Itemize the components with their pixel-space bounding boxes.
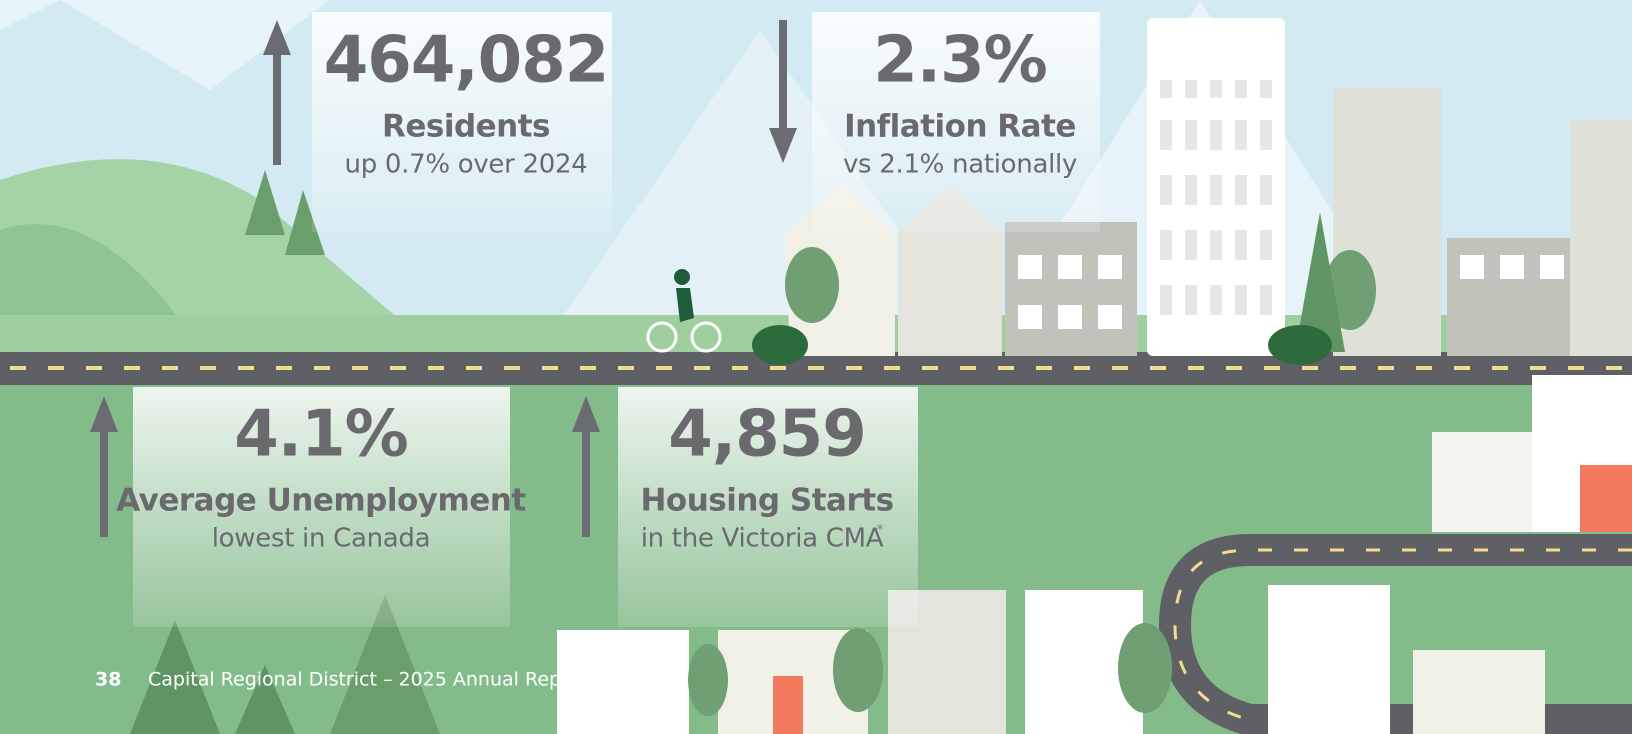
stat-box bbox=[812, 12, 1100, 232]
bush bbox=[752, 325, 808, 365]
road bbox=[1158, 534, 1632, 734]
report-title: Capital Regional District – 2025 Annual … bbox=[148, 669, 588, 691]
stat-value: 464,082 bbox=[324, 24, 609, 98]
windows bbox=[1160, 80, 1272, 315]
tree bbox=[285, 190, 325, 255]
bicycle bbox=[646, 321, 722, 353]
stat-value: 4,859 bbox=[668, 398, 865, 472]
stat-detail: up 0.7% over 2024 bbox=[345, 150, 588, 180]
stat-label: Housing Starts bbox=[640, 483, 893, 519]
building bbox=[1432, 432, 1542, 532]
stat-detail: lowest in Canada bbox=[212, 524, 431, 554]
tree bbox=[235, 665, 295, 734]
building bbox=[1570, 120, 1632, 356]
trend-arrow bbox=[769, 20, 797, 163]
footnote-mark: * bbox=[876, 521, 884, 539]
house bbox=[557, 630, 689, 734]
door bbox=[773, 676, 803, 734]
trend-arrow bbox=[572, 396, 600, 537]
trend-arrow bbox=[90, 396, 118, 537]
mountain bbox=[0, 0, 330, 90]
stat-label: Average Unemployment bbox=[116, 483, 526, 519]
tree bbox=[1118, 623, 1172, 713]
stat-label: Residents bbox=[382, 109, 550, 145]
cyclist bbox=[676, 288, 694, 322]
stat-box bbox=[133, 387, 510, 627]
stat-value: 2.3% bbox=[873, 24, 1047, 98]
building bbox=[1005, 222, 1137, 356]
house bbox=[1268, 585, 1390, 734]
tree bbox=[245, 170, 285, 235]
stat-box bbox=[312, 12, 612, 232]
house bbox=[1413, 650, 1545, 734]
tree bbox=[688, 644, 728, 716]
stat-label: Inflation Rate bbox=[844, 109, 1076, 145]
tree bbox=[1295, 212, 1345, 352]
page-number: 38 bbox=[95, 669, 121, 691]
tree bbox=[833, 628, 883, 712]
stat-detail: in the Victoria CMA bbox=[641, 524, 884, 554]
cyclist bbox=[674, 269, 690, 285]
stat-value: 4.1% bbox=[234, 398, 408, 472]
tree bbox=[130, 620, 220, 734]
windows bbox=[1018, 255, 1564, 329]
door bbox=[1580, 465, 1632, 532]
stat-box bbox=[618, 387, 918, 627]
tree bbox=[330, 595, 440, 734]
bush bbox=[1268, 325, 1332, 365]
tree bbox=[785, 247, 839, 323]
stat-detail: vs 2.1% nationally bbox=[843, 150, 1077, 180]
trend-arrow bbox=[263, 20, 291, 165]
